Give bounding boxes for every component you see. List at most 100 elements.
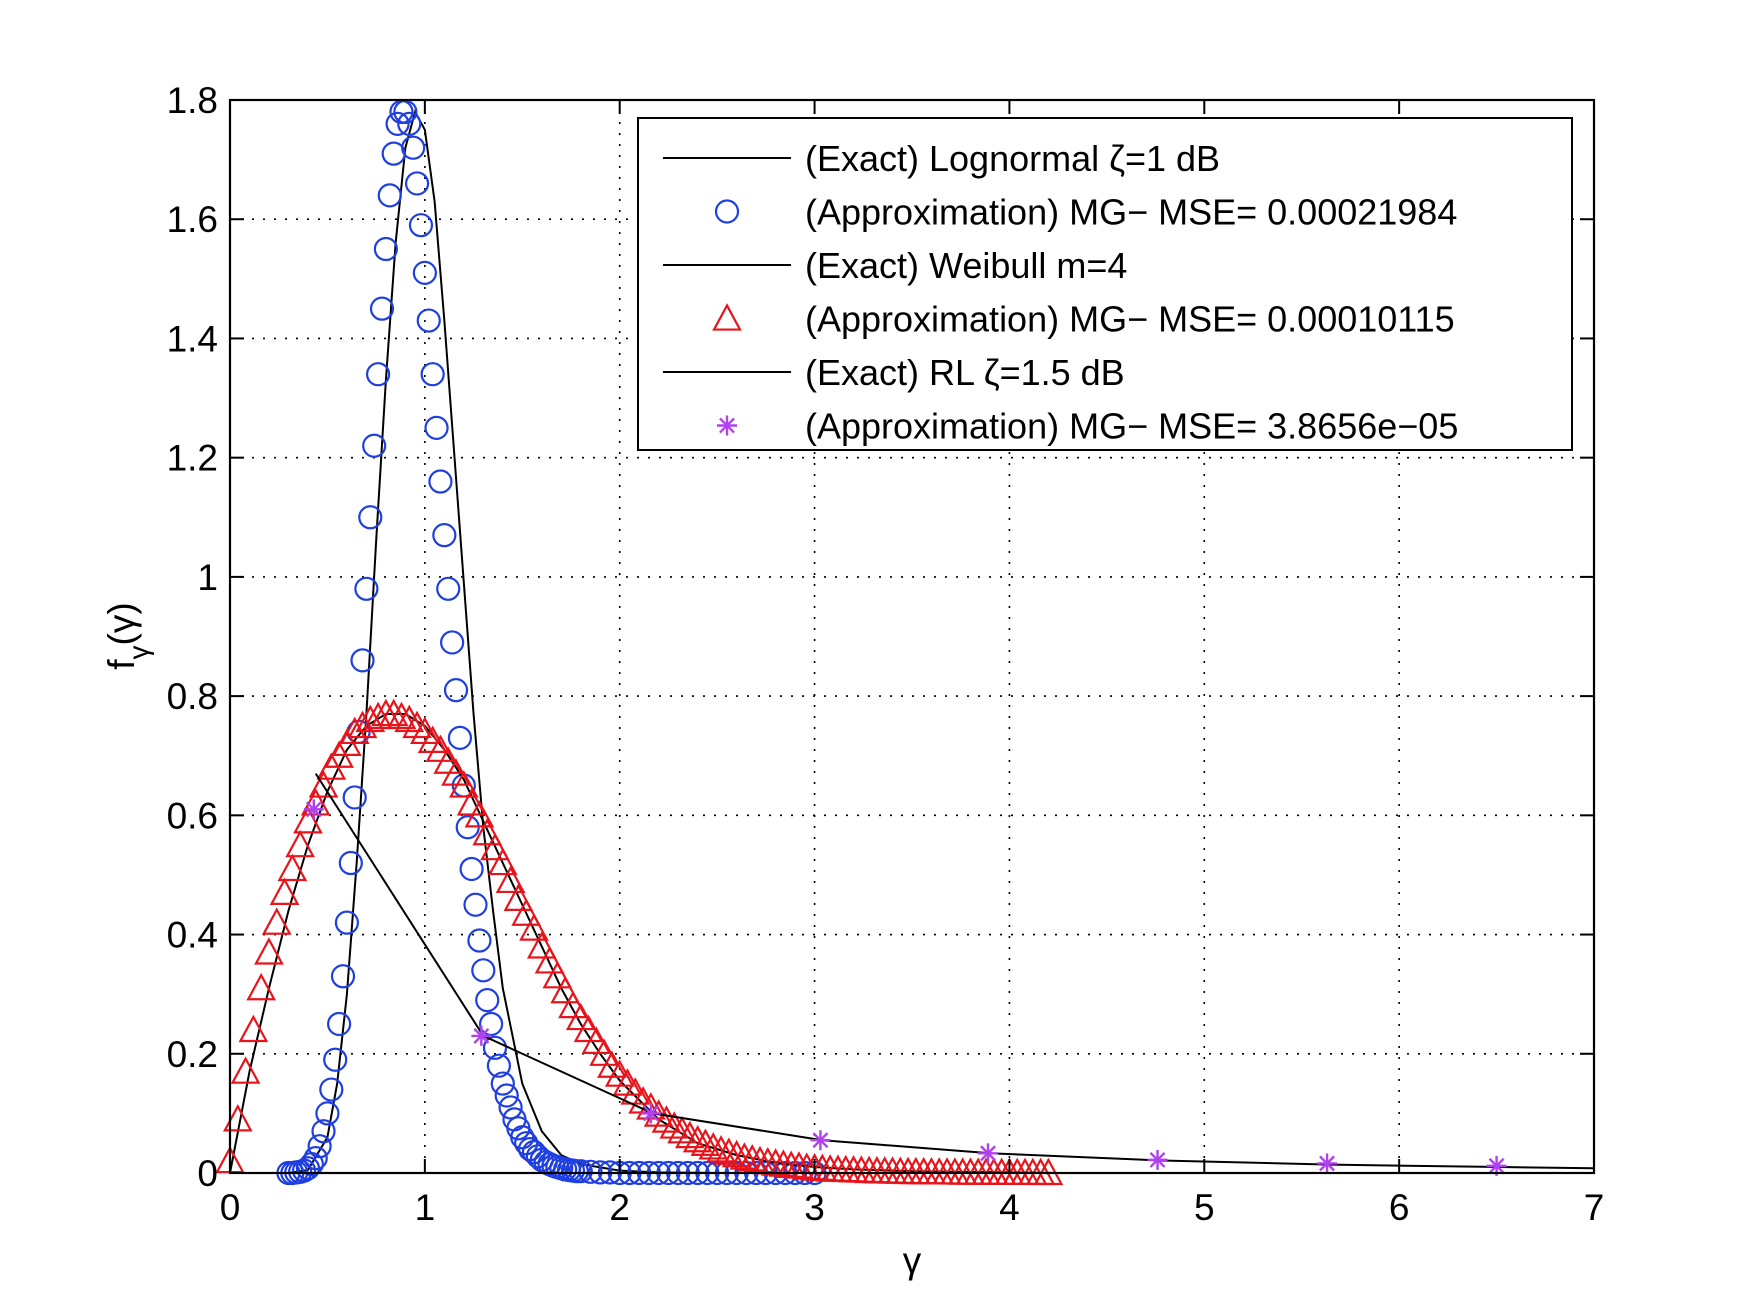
triangle-point [667,1115,697,1144]
circle-point [408,213,434,238]
y-axis-label-paren: (γ) [101,602,142,645]
triangle-point [698,1132,729,1160]
triangle-point [448,770,479,798]
x-tick-label: 1 [415,1187,436,1228]
legend-label: (Exact) RL ζ=1.5 dB [805,352,1125,393]
circle-point [385,111,410,136]
legend-asterisk-marker [717,415,737,436]
triangle-point [768,1149,799,1177]
circle-point [303,1145,328,1171]
legend-label: (Exact) Weibull m=4 [805,245,1127,286]
legend-entry: (Approximation) MG− MSE= 3.8656e−05 [717,406,1458,447]
x-tick-label: 2 [609,1187,630,1228]
triangle-point [706,1135,736,1163]
triangle-point [222,1104,253,1132]
x-tick-label: 0 [220,1187,241,1228]
triangle-point [394,704,425,733]
circle-point [447,725,473,750]
triangle-point [308,770,339,798]
legend-circle-marker [714,199,740,224]
circle-point [428,469,453,494]
triangle-point [784,1151,814,1179]
x-axis-label: γ [903,1240,922,1281]
y-tick-label: 1.6 [167,199,218,240]
triangle-point [402,710,432,739]
circle-point [354,576,379,601]
triangle-point [261,907,292,935]
triangle-point [293,805,323,834]
triangle-point [300,788,331,816]
circle-point [471,958,496,983]
series-5 [303,799,1507,1176]
y-axis-label: fγ(γ) [101,602,154,669]
triangle-point [760,1148,791,1176]
legend-entry: (Approximation) MG− MSE= 0.00021984 [714,192,1457,233]
svg-text:fγ(γ): fγ(γ) [101,602,154,669]
y-tick-label: 1.2 [167,438,218,479]
asterisk-point [1147,1149,1168,1170]
circle-point [401,135,426,160]
circle-point [315,1101,340,1126]
asterisk-point [977,1143,998,1164]
circle-point [432,523,457,548]
circle-point [486,1053,512,1078]
legend-box [637,117,1573,451]
legend-entry: (Exact) Lognormal ζ=1 dB [663,138,1220,179]
triangle-point [659,1111,690,1139]
triangle-point [675,1120,705,1149]
circle-point [330,964,356,989]
circle-point [377,183,402,208]
y-tick-label: 1 [197,557,218,598]
triangle-point [285,829,315,858]
triangle-point [487,847,518,876]
triangle-point [713,1137,744,1165]
circle-point [358,505,383,530]
legend-items: (Exact) Lognormal ζ=1 dB (Approximation) … [663,138,1458,447]
circle-point [459,856,484,882]
triangle-point [651,1105,682,1133]
circle-point [397,111,422,136]
axes-frame [228,98,1596,1175]
circle-point [467,928,492,953]
circle-point [327,1011,352,1037]
triangle-point [721,1139,752,1168]
x-tick-label: 5 [1194,1187,1215,1228]
circle-point [490,1071,515,1096]
circle-point [475,988,500,1013]
circle-point [420,362,445,387]
circle-point [338,850,363,876]
circle-point [350,648,375,673]
triangle-point [254,937,284,965]
x-tick-label: 3 [804,1187,825,1228]
triangle-point [246,972,277,1001]
circle-point [578,1159,603,1184]
x-tick-label: 6 [1389,1187,1410,1228]
y-axis-label-subscript: γ [123,645,154,659]
circle-point [498,1095,523,1120]
legend-label: (Exact) Lognormal ζ=1 dB [805,138,1220,179]
circle-point [416,308,441,333]
y-tick-label: 0.4 [167,915,218,956]
triangle-point [526,931,557,959]
triangle-point [542,960,573,989]
circle-point [436,576,461,601]
triangle-point [464,800,495,828]
y-tick-label: 0.6 [167,795,218,836]
y-tick-label: 0.8 [167,676,218,717]
asterisk-point [1317,1153,1338,1174]
circle-point [494,1083,519,1108]
circle-point [369,296,395,321]
legend-triangle-marker [712,303,742,331]
triangle-point [238,1014,269,1043]
triangle-point [472,817,503,846]
circle-point [404,171,430,196]
triangle-point [277,853,308,882]
triangle-point [682,1124,713,1153]
triangle-point [729,1142,760,1170]
triangle-point [519,913,549,941]
y-tick-label: 0 [197,1153,218,1194]
triangle-point [534,946,565,974]
triangle-point [386,701,417,730]
y-axis-label-main: f [101,659,142,670]
circle-point [319,1077,344,1102]
